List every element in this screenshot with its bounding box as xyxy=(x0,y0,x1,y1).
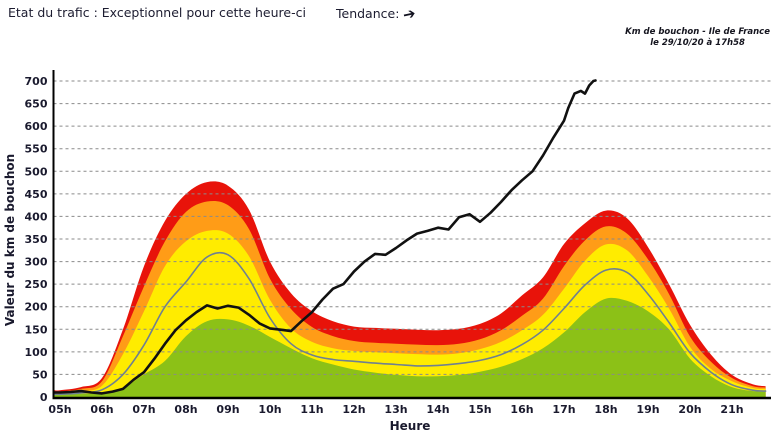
x-tick-label-19h: 19h xyxy=(636,403,659,416)
y-tick-label-500: 500 xyxy=(25,165,48,178)
green-band xyxy=(54,297,766,397)
x-tick-label-13h: 13h xyxy=(384,403,407,416)
x-tick-label-18h: 18h xyxy=(594,403,617,416)
x-tick-label-20h: 20h xyxy=(678,403,701,416)
caption-line1: Km de bouchon - Ile de France xyxy=(625,27,770,37)
y-tick-label-700: 700 xyxy=(25,75,48,88)
y-tick-label-650: 650 xyxy=(25,98,48,111)
y-tick-label-300: 300 xyxy=(25,256,48,269)
average-line xyxy=(53,251,767,396)
x-tick-label-05h: 05h xyxy=(48,403,71,416)
caption-line2: le 29/10/20 à 17h58 xyxy=(650,38,745,49)
traffic-lines xyxy=(53,79,767,396)
y-tick-label-50: 50 xyxy=(32,368,48,381)
y-tick-label-250: 250 xyxy=(25,278,48,291)
x-tick-label-15h: 15h xyxy=(468,403,491,416)
x-tick-label-12h: 12h xyxy=(342,403,365,416)
x-tick-label-06h: 06h xyxy=(90,403,113,416)
y-tick-label-400: 400 xyxy=(25,210,48,223)
y-tick-label-0: 0 xyxy=(40,391,48,404)
trend-label: Tendance: ➔ xyxy=(336,3,418,25)
y-tick-label-350: 350 xyxy=(25,233,48,246)
chart-caption: Km de bouchon - Ile de France le 29/10/2… xyxy=(625,27,770,50)
y-tick-label-200: 200 xyxy=(25,301,48,314)
axis-labels: 0 50 100 150 200 250 300 350 400 450 500 550 600 650 7… xyxy=(3,75,744,433)
axes xyxy=(52,70,771,400)
y-tick-label-100: 100 xyxy=(25,346,48,359)
x-axis-title: Heure xyxy=(390,419,431,433)
x-tick-label-16h: 16h xyxy=(510,403,533,416)
y-axis-title: Valeur du km de bouchon xyxy=(3,154,17,326)
x-tick-label-07h: 07h xyxy=(132,403,155,416)
y-tick-label-150: 150 xyxy=(25,323,48,336)
x-tick-label-09h: 09h xyxy=(216,403,239,416)
x-tick-label-14h: 14h xyxy=(426,403,449,416)
x-tick-label-17h: 17h xyxy=(552,403,575,416)
traffic-bands xyxy=(54,181,766,397)
traffic-state-label: Etat du trafic : Exceptionnel pour cette… xyxy=(8,5,306,20)
y-tick-label-450: 450 xyxy=(25,188,48,201)
x-tick-label-08h: 08h xyxy=(174,403,197,416)
today-line xyxy=(53,79,597,395)
x-tick-label-11h: 11h xyxy=(300,403,323,416)
x-tick-label-10h: 10h xyxy=(258,403,281,416)
y-tick-label-550: 550 xyxy=(25,143,48,156)
y-tick-label-600: 600 xyxy=(25,120,48,133)
x-tick-label-21h: 21h xyxy=(720,403,743,416)
